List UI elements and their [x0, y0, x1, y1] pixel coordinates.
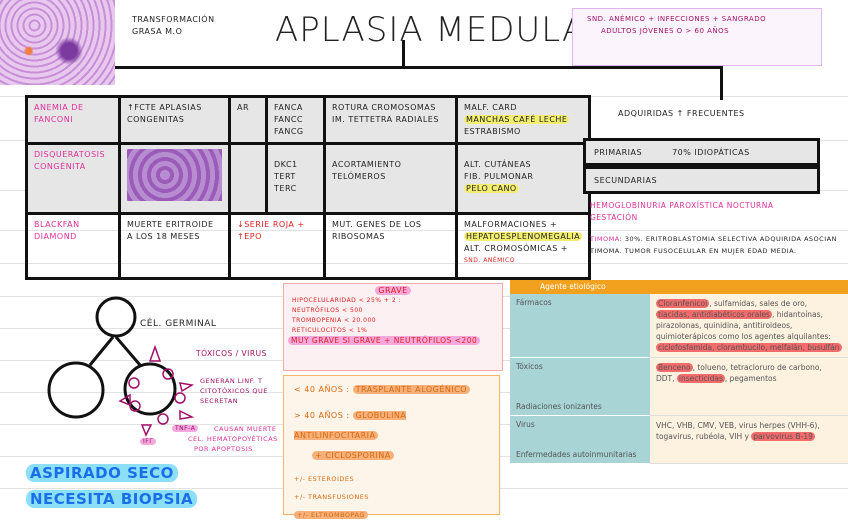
cell: MUT. GENES DE LOS RIBOSOMAS	[323, 212, 458, 280]
cell-diagram	[47, 296, 195, 437]
disease-name: DISQUERATOSIS CONGÉNITA	[25, 142, 121, 215]
cell: ROTURA CROMOSOMAS IM. TETTETRA RADIALES	[323, 95, 458, 145]
table-row: DISQUERATOSIS CONGÉNITA DKC1 TERT TERC ACO…	[25, 142, 592, 215]
treatment-box: < 40 AÑOS : TRASPLANTE ALOGÉNICO > 40 AÑ…	[283, 375, 500, 519]
cell: MALFORMACIONES + HEPATOESPLENOMEGALIA ALT.…	[454, 212, 592, 280]
cell	[228, 142, 268, 215]
tnf-badge: TNF-α	[172, 423, 199, 435]
subtitle: TRANSFORMACIÓN GRASA M.O	[132, 15, 215, 36]
table-row: Tóxicos Radiaciones ionizantes Benceno, to…	[510, 358, 848, 416]
timoma-note: TIMOMA: 30%. ERITROBLASTOMIA SELECTIVA A…	[590, 235, 837, 255]
pnh-note: HEMOGLOBINURIA PAROXÍSTICA NOCTURNA GESTA…	[590, 201, 774, 222]
cell: FANCA FANCC FANCG	[265, 95, 326, 145]
disease-name: BLACKFAN DIAMOND	[25, 212, 121, 280]
primary-row: PRIMARIAS 70% IDIOPÁTICAS	[583, 138, 820, 166]
pink-note: SND. ANÉMICO + INFECCIONES + SANGRADO ADU…	[572, 8, 822, 66]
etiology-table: Agente etiológico Fármacos Cloranfenicol,…	[510, 280, 848, 464]
connector	[720, 66, 723, 100]
ifn-badge: IFγ	[140, 436, 157, 448]
table-row: Virus Enfermedades autoinmunitarias VHC, V…	[510, 416, 848, 464]
acquired-heading: ADQUIRIDAS ↑ FRECUENTES	[618, 109, 745, 118]
etiology-header: Agente etiológico	[510, 280, 848, 294]
table-row: Fármacos Cloranfenicol, sulfamidas, sales…	[510, 294, 848, 358]
histology-image	[0, 0, 115, 85]
secondary-row: SECUNDARIAS	[583, 166, 820, 194]
cell: ↑FCTE APLASIAS CONGENITAS	[118, 95, 231, 145]
cell: MUERTE ERITROIDE A LOS 18 MESES	[118, 212, 231, 280]
dry-aspirate-note: ASPIRADO SECO NECESITA BIOPSIA	[26, 460, 198, 512]
connector	[402, 40, 405, 68]
connector	[115, 66, 723, 69]
cell: DKC1 TERT TERC	[265, 142, 326, 215]
disease-name: ANEMIA DE FANCONI	[25, 95, 121, 145]
lymph-label: GENERAN LINF. T CITOTÓXICOS QUE SECRETAN	[200, 377, 268, 405]
toxics-label: TÓXICOS / VIRUS	[196, 349, 267, 358]
death-label: CAUSAN MUERTE CEL. HEMATOPOYÉTICAS POR APO…	[188, 425, 278, 453]
table-row: BLACKFAN DIAMOND MUERTE ERITROIDE A LOS …	[25, 212, 592, 280]
table-row: ANEMIA DE FANCONI ↑FCTE APLASIAS CONGENI…	[25, 95, 592, 145]
cell: ↓SERIE ROJA + ↑EPO	[228, 212, 326, 280]
cell: ACORTAMIENTO TELÓMEROS	[323, 142, 458, 215]
congenital-table: ANEMIA DE FANCONI ↑FCTE APLASIAS CONGENI…	[25, 95, 592, 280]
grave-box: GRAVE HIPOCELULARIDAD < 25% + 2 : NEUTRÓF…	[283, 283, 503, 371]
germ-cell-label: CÉL. GERMINAL	[140, 319, 217, 329]
cell: MALF. CARD MANCHAS CAFÉ LECHE ESTRABISMO	[454, 95, 592, 145]
cell: AR	[228, 95, 268, 145]
page-title: APLASIA MEDULAR	[275, 10, 611, 50]
histology-thumb	[118, 142, 231, 215]
cell: ALT. CUTÁNEAS FIB. PULMONAR PELO CANO	[454, 142, 592, 215]
